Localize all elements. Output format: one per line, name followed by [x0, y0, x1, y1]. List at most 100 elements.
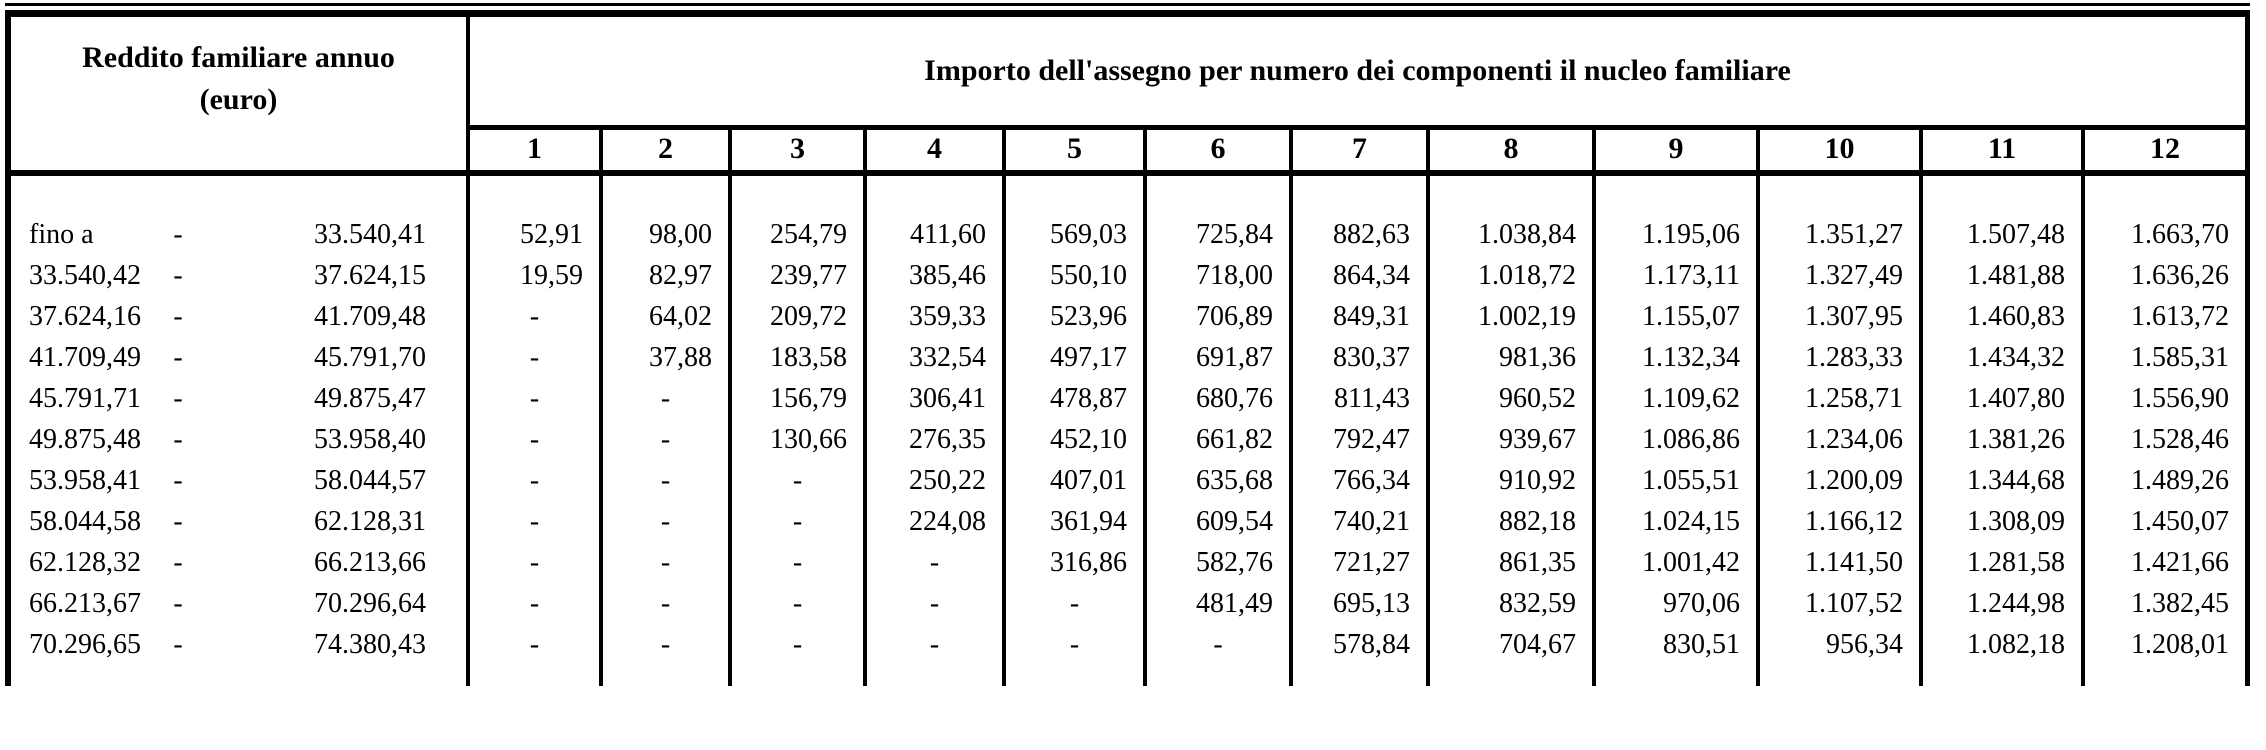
table-row: 33.540,42 - 37.624,15 19,59 82,97 239,77 385,4…: [11, 255, 2245, 296]
amount-cell: -: [599, 419, 728, 460]
empty-cell: [1592, 176, 1756, 214]
amount-cell: 882,18: [1426, 501, 1592, 542]
income-lower-bound: 37.624,16: [29, 301, 141, 332]
amount-cell: 1.489,26: [2081, 460, 2245, 501]
amount-cell: 1.450,07: [2081, 501, 2245, 542]
income-range-cell: 41.709,49 - 45.791,70: [11, 337, 466, 378]
amount-cell: -: [599, 624, 728, 665]
amount-cell: 250,22: [863, 460, 1002, 501]
amount-cell: 832,59: [1426, 583, 1592, 624]
amount-cell: 721,27: [1289, 542, 1426, 583]
income-header-line2: (euro): [199, 82, 278, 116]
income-upper-bound: 33.540,41: [314, 219, 426, 250]
amount-cell: 19,59: [466, 255, 599, 296]
income-upper-bound: 53.958,40: [314, 424, 426, 455]
amount-cell: 1.585,31: [2081, 337, 2245, 378]
amount-cell: 1.244,98: [1919, 583, 2081, 624]
amount-cell: 1.155,07: [1592, 296, 1756, 337]
amount-cell: 1.327,49: [1756, 255, 1919, 296]
table-row: 37.624,16-41.709,48-64,02 209,72 359,33 523…: [11, 296, 2245, 337]
empty-cell: [1919, 665, 2081, 686]
amount-cell: 766,34: [1289, 460, 1426, 501]
table-row: 70.296,65-74.380,43- - - - - -578,84 704,67 830…: [11, 624, 2245, 665]
income-lower-bound: 62.128,32: [29, 547, 141, 578]
amount-cell: 1.055,51: [1592, 460, 1756, 501]
empty-cell: [1289, 665, 1426, 686]
range-dash-icon: -: [173, 629, 183, 660]
amount-cell: 1.132,34: [1592, 337, 1756, 378]
income-lower-bound: fino a: [29, 219, 94, 250]
amount-cell: -: [599, 378, 728, 419]
income-lower-bound: 66.213,67: [29, 588, 141, 619]
component-count-header: 7: [1289, 130, 1426, 170]
amount-cell: 254,79: [728, 214, 863, 255]
amount-cell: 1.234,06: [1756, 419, 1919, 460]
amount-cell: 1.109,62: [1592, 378, 1756, 419]
amount-cell: -: [466, 501, 599, 542]
table-row: 58.044,58-62.128,31- - -224,08 361,94 609,54…: [11, 501, 2245, 542]
amount-cell: 478,87: [1002, 378, 1143, 419]
amount-cell: 1.283,33: [1756, 337, 1919, 378]
income-lower-bound: 49.875,48: [29, 424, 141, 455]
amount-cell: 1.307,95: [1756, 296, 1919, 337]
income-range-cell: 66.213,67 - 70.296,64: [11, 583, 466, 624]
empty-cell: [863, 176, 1002, 214]
empty-cell: [728, 176, 863, 214]
range-dash-icon: -: [173, 219, 183, 250]
amount-cell: 1.001,42: [1592, 542, 1756, 583]
range-dash-icon: -: [173, 424, 183, 455]
table-row: fino a - 33.540,41 52,91 98,00 254,79 411,60 56…: [11, 214, 2245, 255]
component-count-header: 2: [599, 130, 728, 170]
amount-cell: -: [728, 542, 863, 583]
income-range-cell: 45.791,71 - 49.875,47: [11, 378, 466, 419]
empty-cell: [1002, 665, 1143, 686]
amount-cell: 704,67: [1426, 624, 1592, 665]
income-upper-bound: 41.709,48: [314, 301, 426, 332]
amount-cell: -: [863, 624, 1002, 665]
amount-cell: 910,92: [1426, 460, 1592, 501]
amount-cell: -: [728, 583, 863, 624]
income-upper-bound: 62.128,31: [314, 506, 426, 537]
amount-cell: 981,36: [1426, 337, 1592, 378]
amount-cell: 849,31: [1289, 296, 1426, 337]
income-upper-bound: 66.213,66: [314, 547, 426, 578]
amount-cell: 1.086,86: [1592, 419, 1756, 460]
amount-cell: 276,35: [863, 419, 1002, 460]
empty-cell: [2081, 176, 2245, 214]
amount-cell: -: [466, 583, 599, 624]
amount-cell: -: [599, 583, 728, 624]
component-count-header: 11: [1919, 130, 2081, 170]
amount-cell: 316,86: [1002, 542, 1143, 583]
amount-cell: 609,54: [1143, 501, 1289, 542]
empty-cell: [1756, 176, 1919, 214]
amount-cell: 523,96: [1002, 296, 1143, 337]
amount-cell: 1.195,06: [1592, 214, 1756, 255]
table-header: Reddito familiare annuo (euro) Importo d…: [11, 17, 2245, 176]
table-row: 62.128,32-66.213,66- - - -316,86 582,76 721,2…: [11, 542, 2245, 583]
range-dash-icon: -: [173, 383, 183, 414]
table-row: 53.958,41-58.044,57- - -250,22 407,01 635,68…: [11, 460, 2245, 501]
amount-cell: 1.038,84: [1426, 214, 1592, 255]
component-count-header: 12: [2081, 130, 2245, 170]
empty-cell: [1002, 176, 1143, 214]
amount-cell: -: [863, 542, 1002, 583]
amount-cell: 1.258,71: [1756, 378, 1919, 419]
amount-cell: 209,72: [728, 296, 863, 337]
amount-cell: -: [728, 624, 863, 665]
amount-cell: -: [599, 460, 728, 501]
amount-cell: 861,35: [1426, 542, 1592, 583]
amount-cell: -: [466, 378, 599, 419]
amount-cell: 1.141,50: [1756, 542, 1919, 583]
table-row: 45.791,71-49.875,47- -156,79 306,41 478,87 6…: [11, 378, 2245, 419]
empty-cell: [1289, 176, 1426, 214]
component-count-header: 10: [1756, 130, 1919, 170]
income-range-cell: 70.296,65 - 74.380,43: [11, 624, 466, 665]
amount-cell: 956,34: [1756, 624, 1919, 665]
income-upper-bound: 70.296,64: [314, 588, 426, 619]
amount-cell: 1.018,72: [1426, 255, 1592, 296]
amount-cell: 361,94: [1002, 501, 1143, 542]
income-upper-bound: 74.380,43: [314, 629, 426, 660]
allowance-table: Reddito familiare annuo (euro) Importo d…: [5, 10, 2250, 686]
amount-cell: 385,46: [863, 255, 1002, 296]
